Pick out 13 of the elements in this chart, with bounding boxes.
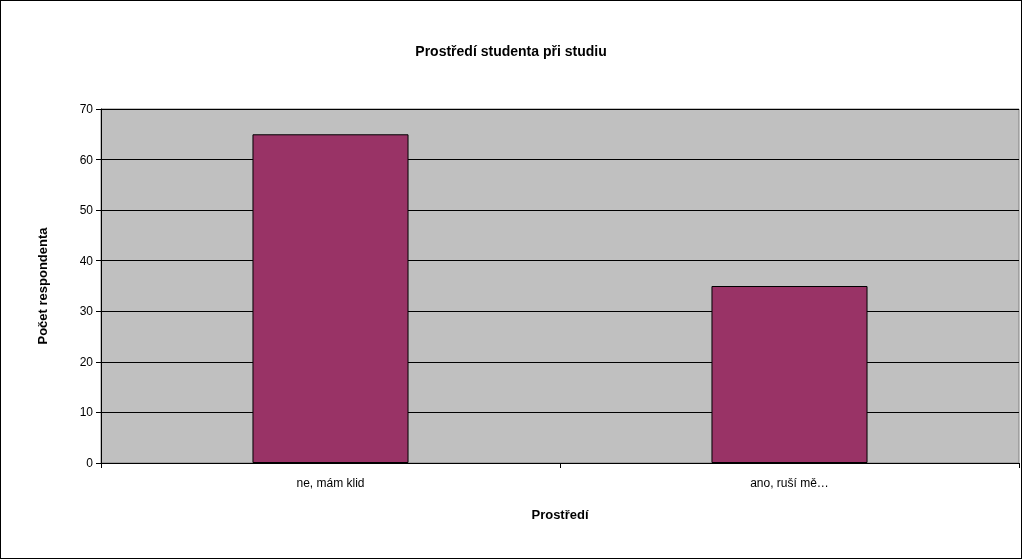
y-tick-label: 60: [79, 152, 94, 167]
y-axis-title: Počet respondenta: [35, 226, 50, 345]
x-tick-label: ne, mám klid: [296, 476, 365, 490]
x-axis-title: Prostředí: [531, 507, 589, 522]
y-tick-label: 30: [79, 304, 94, 319]
y-tick-label: 70: [79, 102, 94, 116]
chart-title: Prostředí studenta při studiu: [415, 43, 607, 59]
y-tick-label: 10: [79, 405, 94, 420]
y-tick-label: 20: [79, 354, 94, 369]
y-tick-label: 40: [79, 253, 94, 268]
y-tick-label: 50: [79, 203, 94, 218]
y-tick-label: 0: [86, 456, 94, 470]
x-tick-label: ano, ruší mě…: [750, 476, 829, 490]
